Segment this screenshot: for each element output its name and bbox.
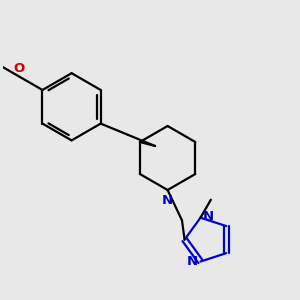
Text: N: N: [203, 210, 214, 223]
Text: N: N: [162, 194, 173, 207]
Text: O: O: [13, 62, 24, 75]
Text: N: N: [187, 255, 198, 268]
